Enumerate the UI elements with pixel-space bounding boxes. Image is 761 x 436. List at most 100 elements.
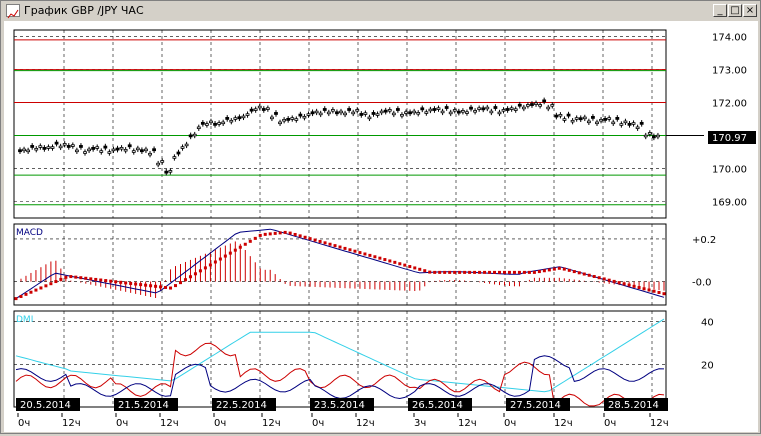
dmi-tick-label: 20: [701, 360, 714, 371]
candle-body: [200, 121, 205, 125]
macd-signal-point: [203, 266, 207, 270]
chart-icon: [6, 4, 20, 19]
candle-body: [107, 151, 112, 154]
candle-body: [66, 145, 71, 148]
macd-signal-point: [662, 292, 666, 296]
macd-signal-point: [333, 244, 337, 248]
date-label-box: [408, 398, 472, 411]
macd-signal-point: [313, 238, 317, 242]
macd-signal-point: [403, 263, 407, 267]
candle-body: [233, 117, 238, 120]
macd-signal-point: [418, 267, 422, 271]
candle-body: [74, 149, 79, 153]
candle-body: [517, 103, 522, 107]
candle-body: [424, 111, 429, 114]
candle-body: [156, 162, 161, 166]
price-panel: [13, 29, 667, 219]
date-label: 22.5.2014: [216, 400, 267, 411]
date-label-box: [506, 398, 570, 411]
candle-body: [509, 107, 514, 110]
macd-signal-point: [502, 270, 506, 274]
macd-signal-point: [373, 255, 377, 259]
macd-signal-point: [318, 239, 322, 243]
candle-body: [359, 113, 364, 116]
macd-tick-label: +0.2: [692, 235, 716, 246]
macd-signal-point: [517, 270, 521, 274]
macd-signal-point: [253, 236, 257, 240]
macd-signal-point: [109, 279, 113, 283]
macd-signal-point: [448, 270, 452, 274]
macd-signal-point: [178, 281, 182, 285]
price-tick-label: 169.00: [712, 198, 747, 209]
candle-body: [209, 120, 213, 124]
hour-label: 0ч: [116, 418, 128, 429]
minimize-button[interactable]: _: [713, 4, 727, 17]
candle-body: [131, 150, 136, 153]
macd-signal-point: [84, 276, 88, 280]
macd-signal-point: [428, 270, 432, 274]
candle-body: [119, 147, 124, 150]
candle-body: [542, 99, 547, 103]
candle-body: [627, 122, 632, 126]
candle-body: [70, 144, 75, 147]
candle-body: [330, 109, 335, 112]
candle-body: [221, 121, 226, 125]
candle-body: [253, 108, 258, 111]
macd-signal-point: [228, 251, 232, 255]
candle-body: [400, 114, 404, 117]
candle-body: [562, 118, 567, 121]
candle-body: [452, 109, 457, 112]
price-tick-label: 173.00: [712, 66, 747, 77]
window-title: График GBP /JPY ЧАС: [24, 4, 144, 17]
candle-body: [274, 112, 278, 115]
candle-body: [586, 120, 591, 124]
macd-signal-point: [562, 267, 566, 271]
candle-body: [318, 112, 323, 116]
macd-signal-point: [423, 269, 427, 273]
candle-body: [460, 110, 465, 113]
macd-signal-point: [69, 275, 73, 279]
candle-body: [294, 118, 299, 121]
macd-signal-point: [174, 284, 178, 288]
macd-signal-point: [632, 284, 636, 288]
macd-line: [15, 228, 665, 300]
macd-signal-point: [443, 270, 447, 274]
macd-signal-point: [343, 246, 347, 250]
hour-label: 12ч: [650, 418, 669, 429]
macd-signal-point: [577, 271, 581, 275]
macd-signal-point: [483, 270, 487, 274]
candle-body: [493, 106, 498, 109]
candle-body: [481, 107, 486, 111]
date-label-box: [212, 398, 276, 411]
macd-signal-point: [139, 283, 143, 287]
candle-body: [420, 107, 425, 111]
macd-signal-point: [597, 276, 601, 280]
candle-body: [95, 146, 100, 149]
candle-body: [278, 121, 282, 125]
candle-body: [270, 116, 274, 120]
macd-signal-point: [493, 270, 497, 274]
macd-signal-point: [622, 282, 626, 286]
macd-signal-point: [393, 260, 397, 264]
macd-signal-point: [368, 253, 372, 257]
title-bar[interactable]: График GBP /JPY ЧАС _ □ ×: [2, 2, 759, 20]
candle-body: [265, 107, 270, 110]
macd-signal-point: [617, 281, 621, 285]
candle-body: [615, 117, 620, 120]
macd-signal-point: [169, 286, 173, 290]
candle-body: [619, 123, 624, 126]
macd-signal-point: [587, 273, 591, 277]
macd-signal-point: [283, 230, 287, 234]
close-button[interactable]: ×: [743, 4, 757, 17]
maximize-button[interactable]: □: [728, 4, 742, 17]
candle-body: [164, 170, 169, 174]
candle-body: [326, 111, 331, 115]
candle-body: [83, 151, 87, 154]
dmi-panel: [13, 310, 667, 408]
candle-body: [412, 110, 417, 114]
candle-body: [371, 112, 376, 115]
candle-body: [302, 116, 307, 119]
date-label-box: [114, 398, 178, 411]
candle-body: [635, 126, 640, 130]
